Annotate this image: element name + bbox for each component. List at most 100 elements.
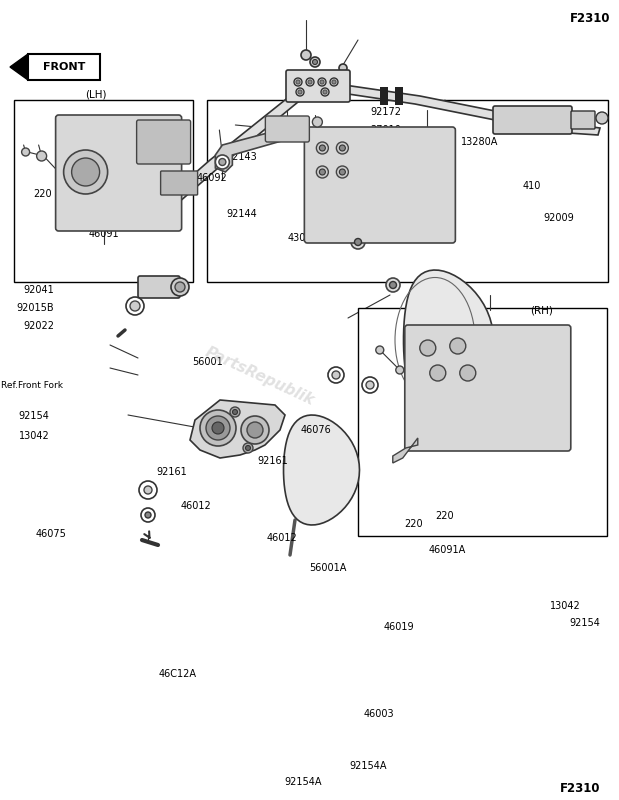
Circle shape [301,50,311,60]
Circle shape [313,59,318,65]
Circle shape [219,158,226,166]
Polygon shape [190,400,285,458]
Circle shape [420,340,436,356]
Circle shape [298,90,302,94]
Circle shape [241,416,269,444]
Text: 92154A: 92154A [350,761,387,770]
Circle shape [376,346,384,354]
Circle shape [362,377,378,393]
Text: 46091: 46091 [89,230,119,239]
FancyBboxPatch shape [405,325,571,451]
Bar [380,87,388,105]
Polygon shape [10,54,28,80]
Text: 46003: 46003 [364,710,394,719]
Circle shape [233,410,238,414]
Text: 46019: 46019 [384,622,415,632]
Text: FRONT: FRONT [43,62,85,72]
Polygon shape [155,88,316,228]
Circle shape [145,512,151,518]
Text: 92161: 92161 [257,456,288,466]
Circle shape [386,278,400,292]
Circle shape [323,90,327,94]
Text: 13280A: 13280A [461,138,498,147]
Circle shape [316,166,328,178]
Text: 120: 120 [550,125,568,134]
Text: 92015A: 92015A [393,213,431,222]
Circle shape [246,446,251,450]
FancyBboxPatch shape [286,70,350,102]
Circle shape [396,366,404,374]
Circle shape [339,64,347,72]
Circle shape [175,282,185,292]
Text: 46091A: 46091A [428,546,465,555]
FancyBboxPatch shape [160,171,197,195]
Circle shape [144,486,152,494]
Text: F2310: F2310 [569,12,610,25]
FancyBboxPatch shape [137,120,191,164]
Text: 46076: 46076 [300,426,331,435]
Circle shape [306,78,314,86]
Text: 410: 410 [523,181,542,190]
Circle shape [215,155,230,169]
Circle shape [336,142,348,154]
Text: 92022: 92022 [24,321,54,330]
Text: 92172: 92172 [370,107,401,117]
Circle shape [171,278,189,296]
Text: 220: 220 [435,511,454,521]
Bar [28,54,100,80]
Text: (LH): (LH) [85,90,106,99]
Circle shape [37,151,46,161]
FancyBboxPatch shape [571,111,595,129]
Circle shape [320,80,324,84]
Text: 56001A: 56001A [310,563,347,573]
Circle shape [72,158,100,186]
Polygon shape [308,80,600,135]
Circle shape [339,169,345,175]
Circle shape [296,88,304,96]
Text: 27010: 27010 [370,126,401,135]
Text: 112: 112 [350,234,368,243]
Circle shape [389,282,397,289]
FancyBboxPatch shape [305,127,456,243]
Text: 92154: 92154 [19,411,50,421]
Text: 92015: 92015 [393,151,424,161]
Text: 13042: 13042 [19,431,50,441]
Circle shape [336,166,348,178]
Text: 13042: 13042 [550,602,581,611]
FancyBboxPatch shape [138,276,180,298]
Circle shape [316,142,328,154]
Circle shape [130,301,140,311]
Circle shape [243,443,253,453]
Text: 46092: 46092 [197,173,228,182]
Circle shape [200,410,236,446]
Circle shape [330,78,338,86]
Circle shape [318,78,326,86]
Text: 92161: 92161 [156,467,187,477]
Bar [14,100,193,282]
Text: 220: 220 [404,519,423,529]
Text: 220: 220 [33,190,51,199]
Text: 43094: 43094 [288,234,319,243]
Polygon shape [393,438,418,463]
Text: 92143: 92143 [226,152,257,162]
Text: 46075: 46075 [36,530,67,539]
Circle shape [64,150,108,194]
Circle shape [332,80,336,84]
Circle shape [460,365,476,381]
Text: Ref.Front Fork: Ref.Front Fork [1,381,63,390]
Circle shape [328,367,344,383]
Circle shape [313,117,322,127]
Circle shape [126,297,144,315]
Text: 92154A: 92154A [285,778,322,787]
Circle shape [366,381,374,389]
FancyBboxPatch shape [493,106,572,134]
Circle shape [319,169,326,175]
Circle shape [206,416,230,440]
Polygon shape [284,415,360,525]
Bar [207,100,608,282]
Text: 46C12A: 46C12A [159,669,197,678]
Text: 92154: 92154 [569,618,600,628]
Text: 220: 220 [64,190,82,199]
Circle shape [319,145,326,151]
Text: 46012: 46012 [266,534,297,543]
